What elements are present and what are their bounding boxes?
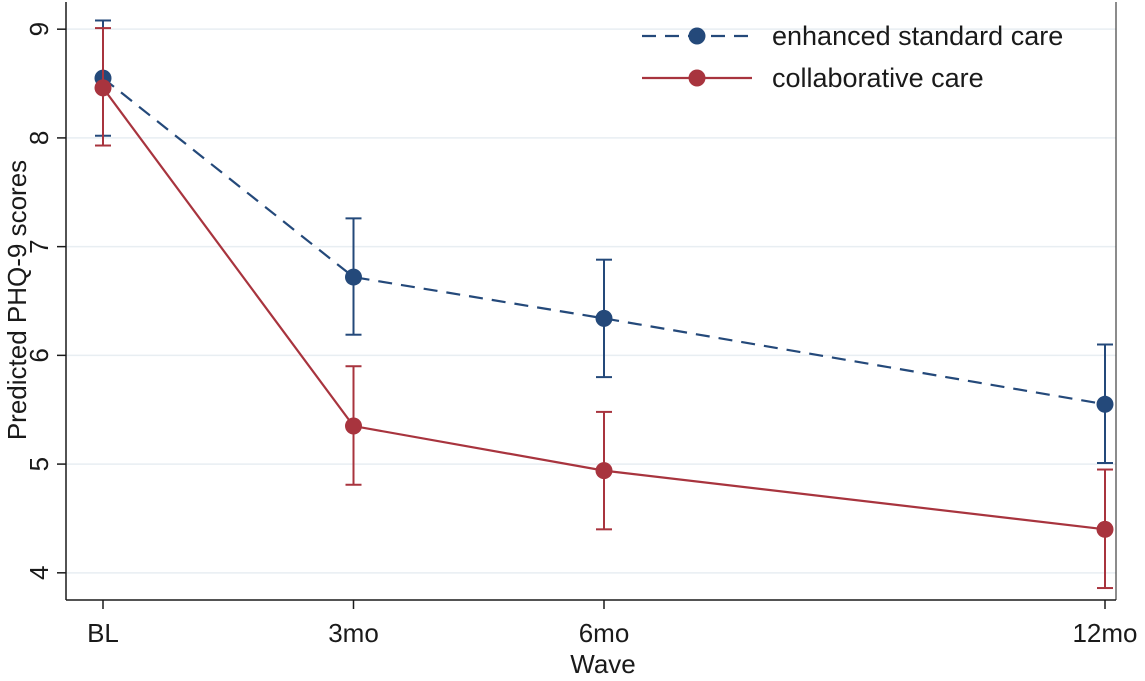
y-tick-label: 5	[24, 457, 54, 471]
series	[94, 19, 1114, 590]
legend: enhanced standard care collaborative care	[642, 21, 1063, 93]
legend-label: collaborative care	[772, 63, 984, 93]
y-tick-label: 9	[24, 22, 54, 36]
data-point	[1096, 520, 1114, 538]
legend-marker	[688, 69, 706, 87]
x-axis-title: Wave	[570, 649, 636, 676]
y-tick-label: 7	[24, 239, 54, 253]
y-tick-label: 8	[24, 131, 54, 145]
series-1	[94, 27, 1114, 590]
series-line	[102, 77, 1106, 406]
x-tick-label: 3mo	[328, 618, 379, 648]
x-tick-label: 12mo	[1072, 618, 1137, 648]
legend-label: enhanced standard care	[772, 21, 1063, 51]
x-tick-label: 6mo	[579, 618, 630, 648]
grid	[66, 28, 1116, 574]
y-axis-title: Predicted PHQ-9 scores	[2, 160, 32, 440]
data-point	[595, 462, 613, 480]
data-point	[94, 79, 112, 97]
data-point	[1096, 395, 1114, 413]
data-point	[345, 268, 362, 286]
data-point	[595, 309, 613, 327]
x-tick-label: BL	[87, 618, 119, 648]
series-line	[102, 87, 1106, 531]
axes: 4 5 6 7 8 9 BL 3mo 6mo 12mo	[24, 2, 1138, 648]
legend-marker	[688, 27, 706, 45]
data-point	[345, 417, 362, 435]
legend-item-1: collaborative care	[642, 63, 984, 93]
y-tick-label: 6	[24, 348, 54, 362]
legend-item-0: enhanced standard care	[642, 21, 1063, 51]
y-tick-label: 4	[24, 566, 54, 580]
